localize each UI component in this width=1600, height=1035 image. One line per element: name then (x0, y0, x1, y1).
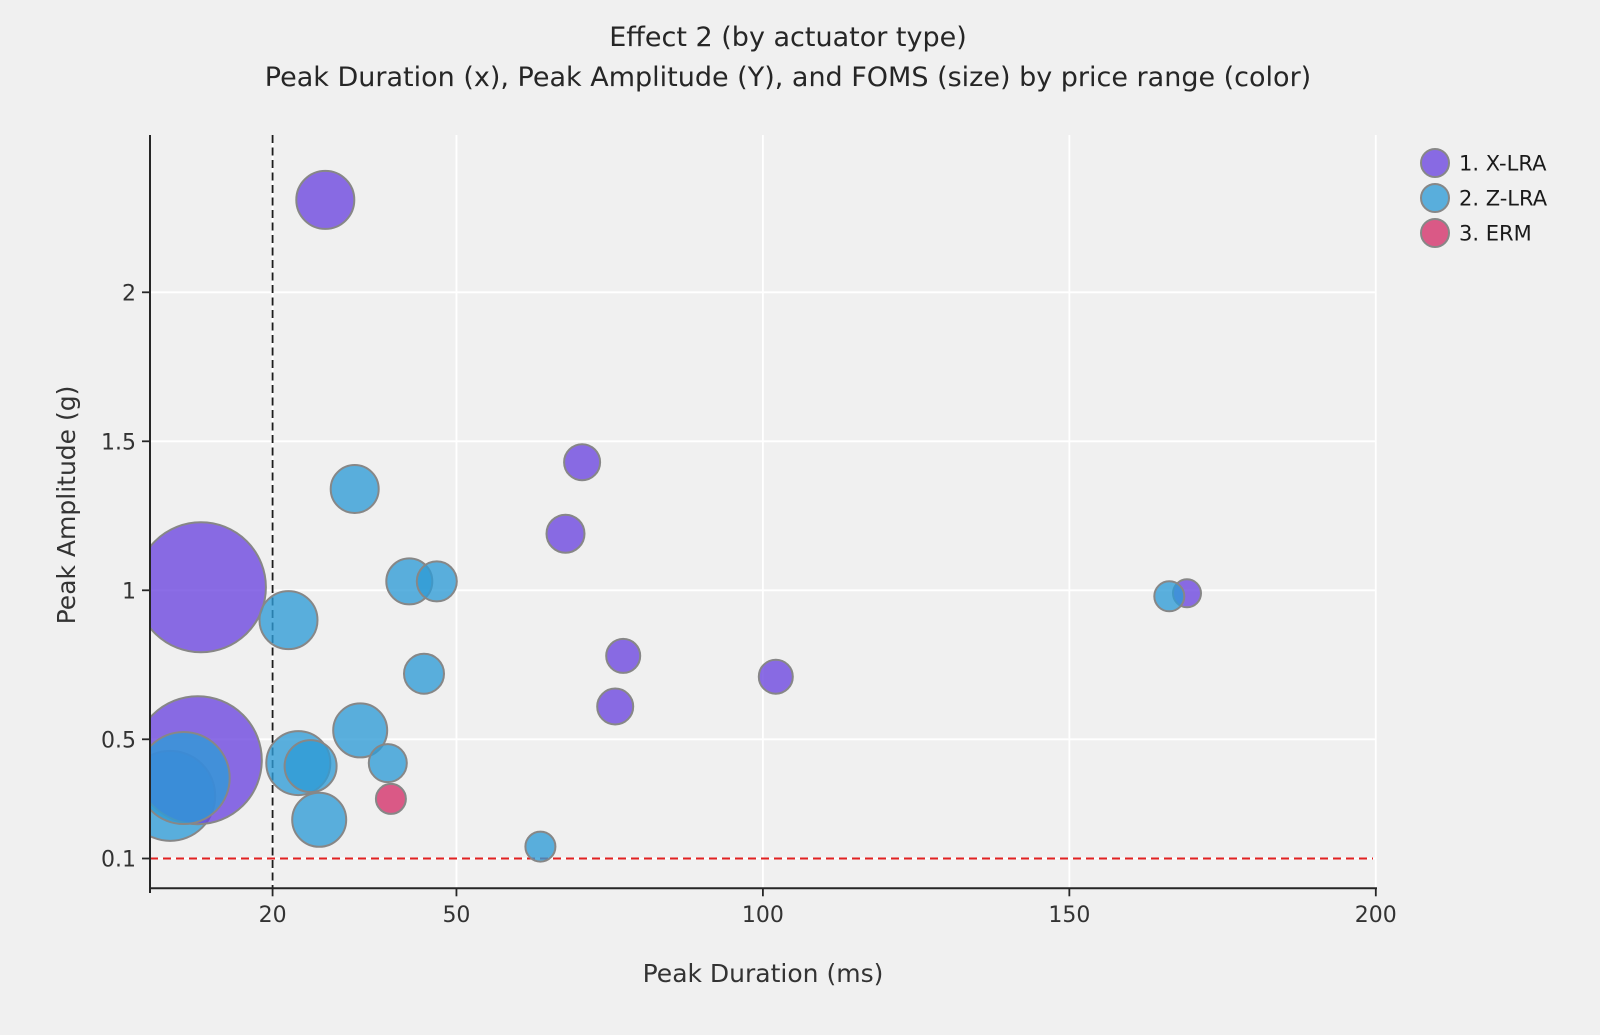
bubble (757, 658, 794, 695)
x-tick-label: 50 (442, 903, 470, 928)
y-ticks: 0.1 0.5 1 1.5 2 (101, 281, 150, 873)
bubble (403, 652, 445, 695)
bubble (283, 739, 338, 794)
bubble (332, 702, 389, 759)
x-ticks: 20 50 100 150 200 (259, 888, 1397, 928)
legend-marker (1420, 183, 1450, 213)
y-axis-label: Peak Amplitude (g) (52, 386, 81, 625)
legend-marker (1420, 148, 1450, 178)
x-tick-label: 100 (742, 903, 784, 928)
y-tick-label: 2 (122, 281, 136, 306)
bubble (1153, 580, 1186, 613)
x-axis-label: Peak Duration (ms) (643, 959, 884, 988)
bubble-layer (150, 169, 1202, 863)
bubble (258, 590, 319, 651)
bubble (150, 521, 267, 654)
bubble (563, 443, 602, 482)
bubble (367, 743, 408, 784)
bubble (545, 513, 586, 554)
legend-label: 3. ERM (1459, 222, 1532, 246)
bubble (415, 560, 458, 603)
legend: 1. X-LRA 2. Z-LRA 3. ERM (1420, 148, 1548, 248)
chart-title: Effect 2 (by actuator type) (609, 22, 967, 53)
bubble (329, 464, 380, 514)
x-tick-label: 150 (1048, 903, 1090, 928)
x-tick-label: 20 (259, 903, 287, 928)
x-tick-label: 200 (1355, 903, 1397, 928)
legend-label: 2. Z-LRA (1459, 187, 1548, 211)
bubble (291, 791, 348, 848)
bubble (605, 637, 642, 674)
legend-marker (1420, 218, 1450, 248)
bubble (374, 782, 407, 815)
bubble (596, 687, 635, 726)
y-tick-label: 1 (122, 579, 136, 604)
y-tick-label: 0.1 (101, 848, 136, 873)
chart-subtitle: Peak Duration (x), Peak Amplitude (Y), a… (265, 62, 1311, 93)
y-tick-label: 1.5 (101, 430, 136, 455)
legend-label: 1. X-LRA (1459, 152, 1547, 176)
y-tick-label: 0.5 (101, 728, 136, 753)
bubble (150, 731, 231, 825)
bubble (295, 169, 356, 230)
bubble (524, 830, 557, 863)
